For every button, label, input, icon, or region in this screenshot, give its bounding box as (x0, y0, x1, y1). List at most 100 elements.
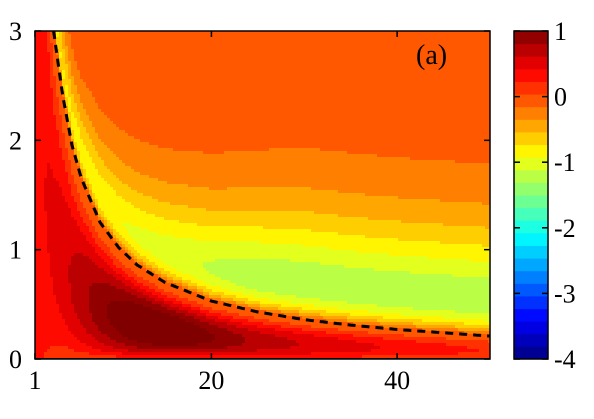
heatmap-cell (200, 31, 204, 35)
heatmap-cell (326, 40, 330, 44)
heatmap-cell (461, 37, 465, 41)
heatmap-cell (371, 55, 375, 59)
heatmap-cell (362, 37, 366, 41)
heatmap-cell (242, 37, 246, 41)
heatmap-cell (251, 37, 255, 41)
heatmap-cell (233, 46, 237, 50)
heatmap-cell (74, 43, 78, 47)
heatmap-cell (164, 37, 168, 41)
heatmap-cell (65, 49, 69, 53)
heatmap-cell (41, 46, 45, 50)
heatmap-cell (212, 46, 216, 50)
heatmap-cell (413, 55, 417, 59)
heatmap-cell (482, 55, 486, 59)
heatmap-cell (47, 55, 51, 59)
heatmap-cell (365, 46, 369, 50)
heatmap-cell (323, 52, 327, 56)
heatmap-cell (371, 49, 375, 53)
heatmap-cell (326, 34, 330, 38)
heatmap-cell (287, 52, 291, 56)
heatmap-cell (365, 49, 369, 53)
heatmap-cell (191, 37, 195, 41)
heatmap-cell (404, 46, 408, 50)
heatmap-cell (158, 55, 162, 59)
heatmap-cell (431, 31, 435, 35)
heatmap-cell (194, 52, 198, 56)
heatmap-cell (164, 52, 168, 56)
heatmap-cell (263, 58, 267, 62)
heatmap-cell (104, 43, 108, 47)
heatmap-cell (290, 52, 294, 56)
heatmap-cell (260, 31, 264, 35)
heatmap-cell (314, 40, 318, 44)
heatmap-cell (38, 43, 42, 47)
heatmap-cell (461, 55, 465, 59)
heatmap-cell (203, 58, 207, 62)
heatmap-cell (218, 43, 222, 47)
heatmap-cell (38, 46, 42, 50)
heatmap-cell (47, 31, 51, 35)
heatmap-cell (194, 49, 198, 53)
heatmap-cell (116, 46, 120, 50)
heatmap-cell (470, 52, 474, 56)
heatmap-cell (215, 58, 219, 62)
heatmap-cell (263, 40, 267, 44)
heatmap-cell (155, 40, 159, 44)
heatmap-cell (281, 58, 285, 62)
heatmap-cell (476, 55, 480, 59)
heatmap-cell (71, 52, 75, 56)
heatmap-cell (128, 49, 132, 53)
heatmap-cell (146, 34, 150, 38)
heatmap-cell (461, 46, 465, 50)
heatmap-cell (341, 46, 345, 50)
heatmap-cell (317, 52, 321, 56)
heatmap-cell (95, 37, 99, 41)
heatmap-cell (80, 58, 84, 62)
heatmap-cell (92, 55, 96, 59)
heatmap-cell (320, 55, 324, 59)
heatmap-cell (143, 37, 147, 41)
heatmap-cell (95, 55, 99, 59)
heatmap-cell (53, 43, 57, 47)
heatmap-cell (443, 34, 447, 38)
heatmap-cell (404, 37, 408, 41)
heatmap-cell (377, 40, 381, 44)
heatmap-cell (479, 49, 483, 53)
heatmap-cell (95, 34, 99, 38)
heatmap-cell (302, 49, 306, 53)
heatmap-cell (191, 31, 195, 35)
heatmap-cell (398, 55, 402, 59)
heatmap-cell (227, 55, 231, 59)
heatmap-cell (308, 52, 312, 56)
heatmap-cell (59, 55, 63, 59)
heatmap-cell (227, 58, 231, 62)
heatmap-cell (323, 49, 327, 53)
heatmap-cell (272, 43, 276, 47)
heatmap-cell (398, 31, 402, 35)
heatmap-cell (401, 52, 405, 56)
heatmap-cell (470, 34, 474, 38)
heatmap-cell (248, 58, 252, 62)
heatmap-cell (311, 49, 315, 53)
heatmap-cell (380, 43, 384, 47)
heatmap-cell (428, 52, 432, 56)
heatmap-cell (119, 52, 123, 56)
heatmap-cell (299, 43, 303, 47)
heatmap-cell (221, 43, 225, 47)
heatmap-cell (476, 37, 480, 41)
heatmap-cell (473, 49, 477, 53)
heatmap-cell (116, 37, 120, 41)
heatmap-cell (35, 34, 39, 38)
heatmap-cell (167, 43, 171, 47)
heatmap-cell (317, 34, 321, 38)
heatmap-cell (182, 49, 186, 53)
heatmap-cell (263, 46, 267, 50)
heatmap-cell (188, 55, 192, 59)
heatmap-cell (446, 37, 450, 41)
heatmap-cell (290, 49, 294, 53)
heatmap-cell (350, 55, 354, 59)
heatmap-cell (44, 34, 48, 38)
heatmap-cell (191, 58, 195, 62)
heatmap-cell (479, 52, 483, 56)
heatmap-cell (356, 31, 360, 35)
